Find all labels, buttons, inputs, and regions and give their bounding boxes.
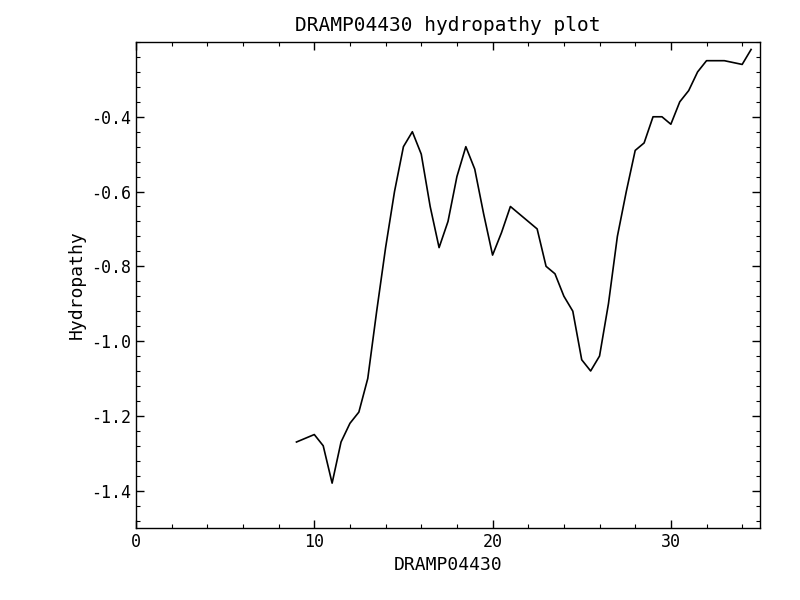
Title: DRAMP04430 hydropathy plot: DRAMP04430 hydropathy plot [295, 16, 601, 35]
Y-axis label: Hydropathy: Hydropathy [67, 230, 86, 340]
X-axis label: DRAMP04430: DRAMP04430 [394, 556, 502, 574]
